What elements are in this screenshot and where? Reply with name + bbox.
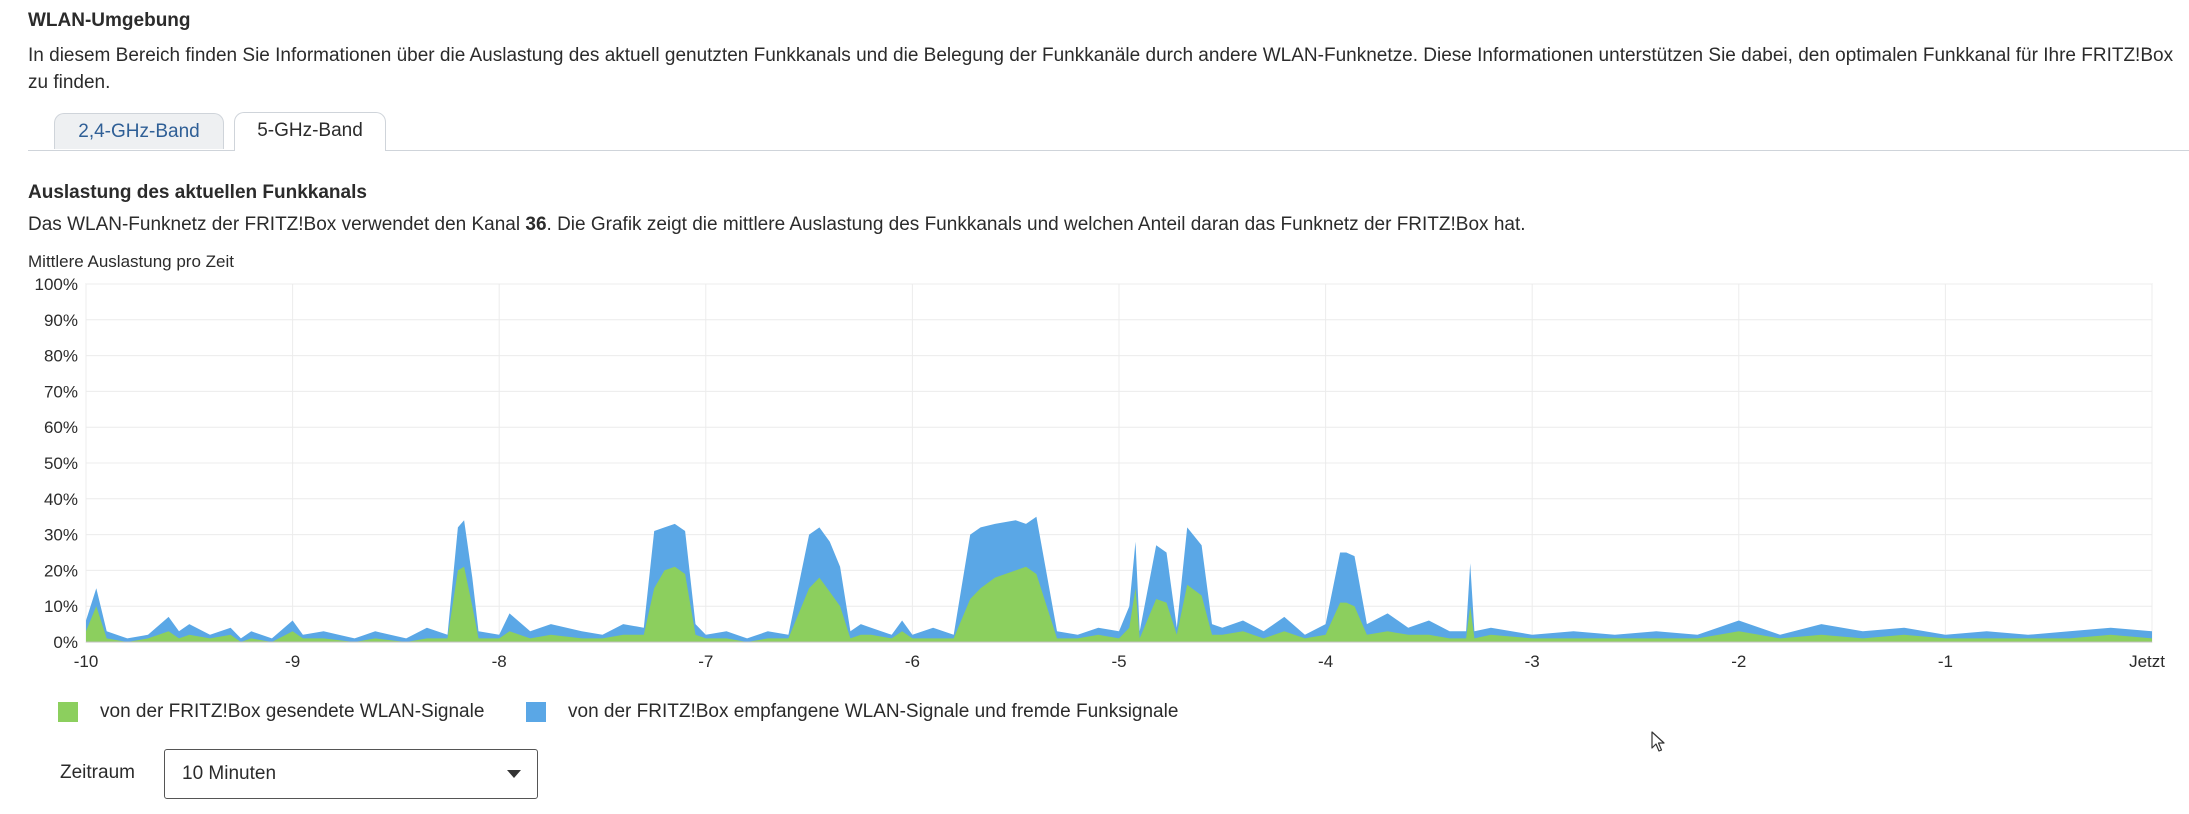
y-tick-label: 20% xyxy=(44,561,78,580)
chart-legend: von der FRITZ!Box gesendete WLAN-Signale… xyxy=(0,700,1400,724)
tab-2-4-ghz[interactable]: 2,4-GHz-Band xyxy=(54,113,224,149)
x-tick-label: -1 xyxy=(1938,652,1953,670)
y-tick-label: 90% xyxy=(44,311,78,330)
band-tabs: 2,4-GHz-Band 5-GHz-Band xyxy=(28,112,2189,151)
y-tick-label: 40% xyxy=(44,490,78,509)
desc-text-pre: Das WLAN-Funknetz der FRITZ!Box verwende… xyxy=(28,214,526,235)
zeitraum-select[interactable]: 10 Minuten xyxy=(164,749,538,799)
y-tick-label: 10% xyxy=(44,597,78,616)
section-intro: In diesem Bereich finden Sie Information… xyxy=(28,45,2174,93)
legend-swatch-sent xyxy=(58,702,78,722)
x-tick-label: -8 xyxy=(492,652,507,670)
channel-usage-title: Auslastung des aktuellen Funkkanals xyxy=(28,182,367,203)
y-tick-label: 50% xyxy=(44,454,78,473)
chart-label: Mittlere Auslastung pro Zeit xyxy=(28,252,234,271)
legend-label-received: von der FRITZ!Box empfangene WLAN-Signal… xyxy=(568,701,1179,722)
x-tick-label: -6 xyxy=(905,652,920,670)
mouse-pointer-icon xyxy=(1651,731,1665,752)
x-tick-label: -3 xyxy=(1525,652,1540,670)
x-tick-label: -9 xyxy=(285,652,300,670)
zeitraum-label: Zeitraum xyxy=(60,762,135,783)
legend-item-received: von der FRITZ!Box empfangene WLAN-Signal… xyxy=(526,700,1178,724)
x-tick-label: -7 xyxy=(698,652,713,670)
zeitraum-selected-value: 10 Minuten xyxy=(182,763,277,784)
legend-swatch-received xyxy=(526,702,546,722)
x-tick-label: -5 xyxy=(1111,652,1126,670)
desc-text-post: . Die Grafik zeigt die mittlere Auslastu… xyxy=(546,214,1526,235)
channel-number: 36 xyxy=(525,214,547,235)
x-tick-label: -10 xyxy=(74,652,99,670)
legend-item-sent: von der FRITZ!Box gesendete WLAN-Signale xyxy=(58,700,484,724)
section-title: WLAN-Umgebung xyxy=(28,10,191,31)
usage-chart: 0% 10% 20% 30% 40% 50% 60% 70% 80% 90% 100% -10 -9 -8… xyxy=(35,275,2166,670)
y-tick-label: 100% xyxy=(35,275,78,294)
y-tick-label: 60% xyxy=(44,418,78,437)
tab-5-ghz[interactable]: 5-GHz-Band xyxy=(234,112,386,151)
channel-usage-description: Das WLAN-Funknetz der FRITZ!Box verwende… xyxy=(28,214,1526,236)
y-tick-label: 80% xyxy=(44,347,78,366)
series-area-received xyxy=(86,516,2152,642)
y-tick-label: 70% xyxy=(44,382,78,401)
y-tick-label: 30% xyxy=(44,526,78,545)
chevron-down-icon xyxy=(507,770,521,778)
x-tick-label: Jetzt xyxy=(2129,652,2165,670)
x-tick-label: -2 xyxy=(1731,652,1746,670)
series-area-sent xyxy=(86,566,2152,642)
y-tick-label: 0% xyxy=(53,633,78,652)
x-tick-label: -4 xyxy=(1318,652,1333,670)
legend-label-sent: von der FRITZ!Box gesendete WLAN-Signale xyxy=(100,701,485,722)
